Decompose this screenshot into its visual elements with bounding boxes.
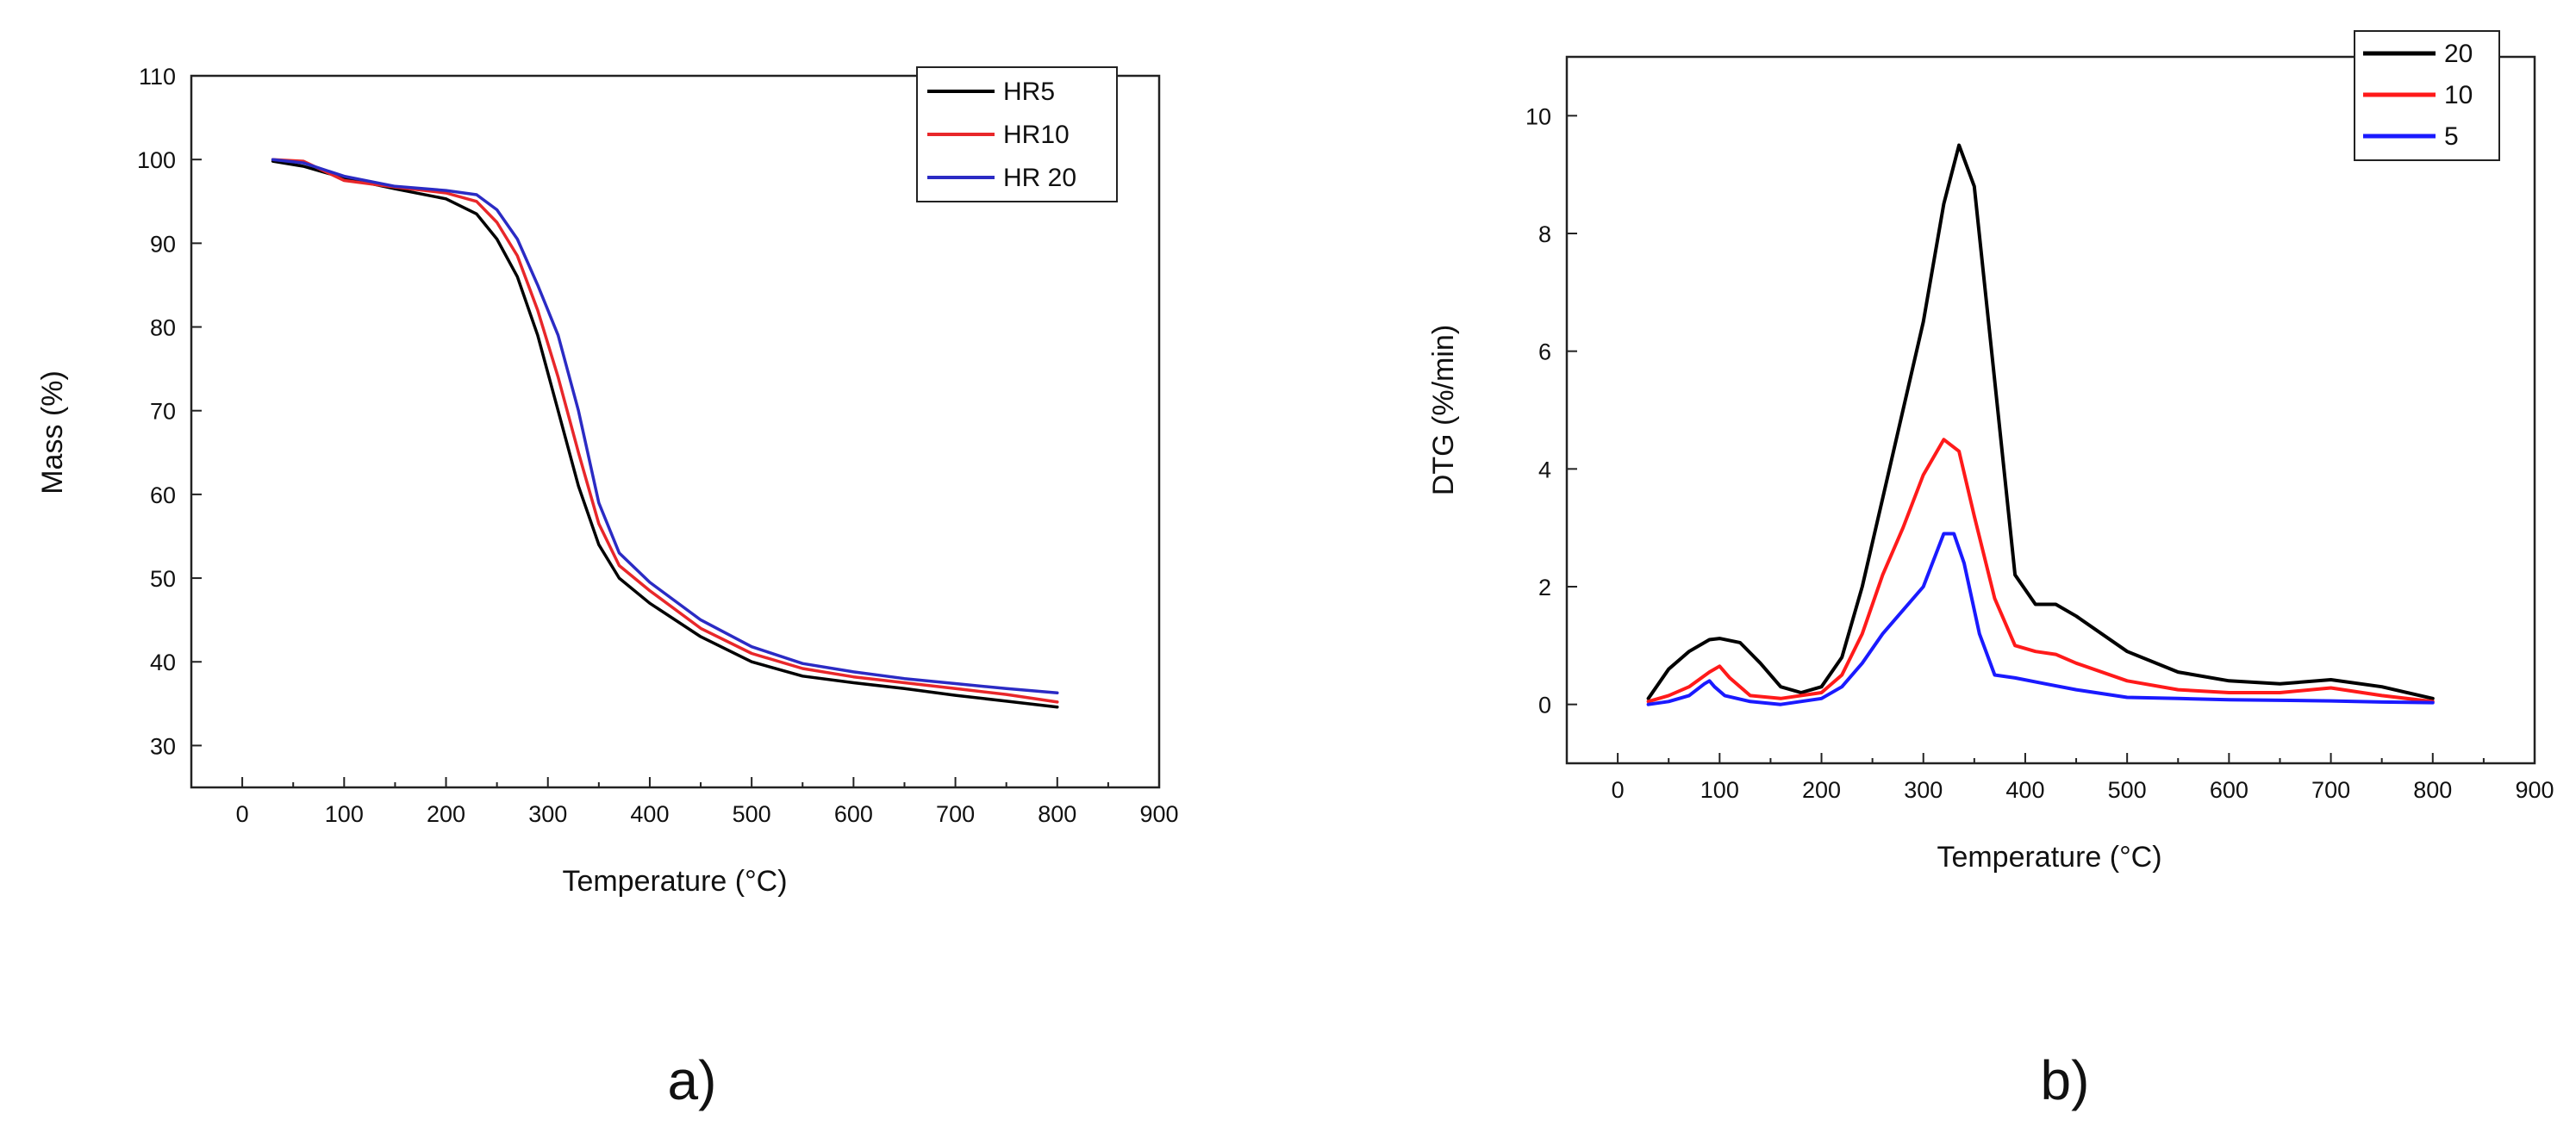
x-tick-label: 100 (325, 801, 364, 827)
x-tick-label: 900 (2515, 777, 2554, 803)
y-tick-label: 10 (1525, 103, 1551, 129)
series-line-10 (1646, 438, 2435, 704)
x-tick-label: 0 (1612, 777, 1625, 803)
chart-a-plot-frame (190, 74, 1161, 789)
x-tick-label: 500 (733, 801, 771, 827)
y-tick-label: 8 (1538, 221, 1551, 247)
y-tick-label: 2 (1538, 575, 1551, 600)
x-tick-label: 300 (1904, 777, 1943, 803)
y-tick-label: 110 (139, 64, 176, 90)
legend-label-hr5: HR5 (1003, 78, 1055, 106)
y-tick-label: 0 (1538, 693, 1551, 718)
x-tick-label: 400 (2005, 777, 2044, 803)
y-tick-label: 4 (1538, 457, 1551, 482)
y-tick-label: 30 (150, 733, 176, 759)
series-line-hr5 (271, 159, 1059, 709)
chart-a: 0 100 200 300 400 500 600 700 800 900 30 40 50 60 70 8… (36, 64, 1179, 1111)
x-tick-label: 700 (2311, 777, 2350, 803)
chart-a-legend: HR5 HR10 HR 20 (916, 66, 1118, 202)
chart-b-x-ticks: 0 100 200 300 400 500 600 700 800 900 (1566, 753, 2554, 803)
x-tick-label: 900 (1139, 801, 1178, 827)
chart-a-y-axis-title: Mass (%) (36, 370, 69, 494)
y-tick-label: 90 (150, 231, 176, 257)
x-tick-label: 200 (427, 801, 465, 827)
panel-label-b: b) (2041, 1049, 2090, 1111)
chart-b-y-axis-title: DTG (%/min) (1427, 325, 1460, 495)
legend-label-5: 5 (2444, 122, 2459, 151)
y-tick-label: 60 (150, 482, 176, 508)
chart-b-plot-frame (1565, 55, 2536, 765)
series-line-hr10 (271, 158, 1059, 704)
x-tick-label: 800 (1038, 801, 1076, 827)
y-tick-label: 100 (137, 147, 176, 173)
x-tick-label: 400 (630, 801, 669, 827)
series-line-hr20 (271, 158, 1059, 694)
legend-label-10: 10 (2444, 81, 2473, 109)
chart-b: 0 100 200 300 400 500 600 700 800 900 0 2 4 6 8 10 Tem… (1427, 30, 2554, 1111)
panel-label-a: a) (668, 1049, 717, 1111)
y-tick-label: 40 (150, 650, 176, 675)
chart-b-x-axis-title: Temperature (°C) (1937, 841, 2161, 874)
y-tick-label: 70 (150, 399, 176, 425)
x-tick-label: 0 (236, 801, 249, 827)
x-tick-label: 500 (2108, 777, 2147, 803)
legend-label-hr20: HR 20 (1003, 164, 1076, 192)
series-line-5 (1646, 532, 2435, 706)
y-tick-label: 6 (1538, 339, 1551, 365)
legend-label-hr10: HR10 (1003, 121, 1070, 149)
chart-a-x-axis-title: Temperature (°C) (562, 865, 787, 898)
chart-b-legend: 20 10 5 (2354, 30, 2500, 161)
legend-label-20: 20 (2444, 40, 2473, 68)
chart-a-y-ticks: 30 40 50 60 70 80 90 100 110 (137, 64, 202, 759)
chart-a-x-ticks: 0 100 200 300 400 500 600 700 800 900 (190, 777, 1179, 827)
x-tick-label: 700 (936, 801, 975, 827)
x-tick-label: 600 (834, 801, 873, 827)
chart-b-series (1646, 143, 2435, 706)
x-tick-label: 600 (2210, 777, 2249, 803)
y-tick-label: 50 (150, 566, 176, 592)
x-tick-label: 100 (1700, 777, 1739, 803)
x-tick-label: 200 (1802, 777, 1841, 803)
chart-b-y-ticks: 0 2 4 6 8 10 (1525, 103, 1577, 718)
x-tick-label: 800 (2413, 777, 2452, 803)
series-line-20 (1646, 143, 2435, 700)
x-tick-label: 300 (528, 801, 567, 827)
y-tick-label: 80 (150, 315, 176, 341)
chart-a-series (271, 158, 1059, 709)
